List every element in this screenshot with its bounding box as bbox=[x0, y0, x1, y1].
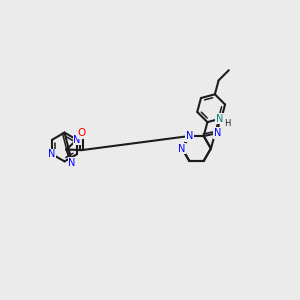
Text: O: O bbox=[77, 128, 86, 139]
Text: N: N bbox=[73, 135, 81, 145]
Text: N: N bbox=[186, 131, 193, 141]
Text: N: N bbox=[68, 158, 76, 168]
Text: N: N bbox=[178, 143, 186, 154]
Text: N: N bbox=[48, 149, 56, 159]
Text: N: N bbox=[216, 114, 223, 124]
Text: H: H bbox=[224, 119, 231, 128]
Text: N: N bbox=[214, 128, 221, 138]
